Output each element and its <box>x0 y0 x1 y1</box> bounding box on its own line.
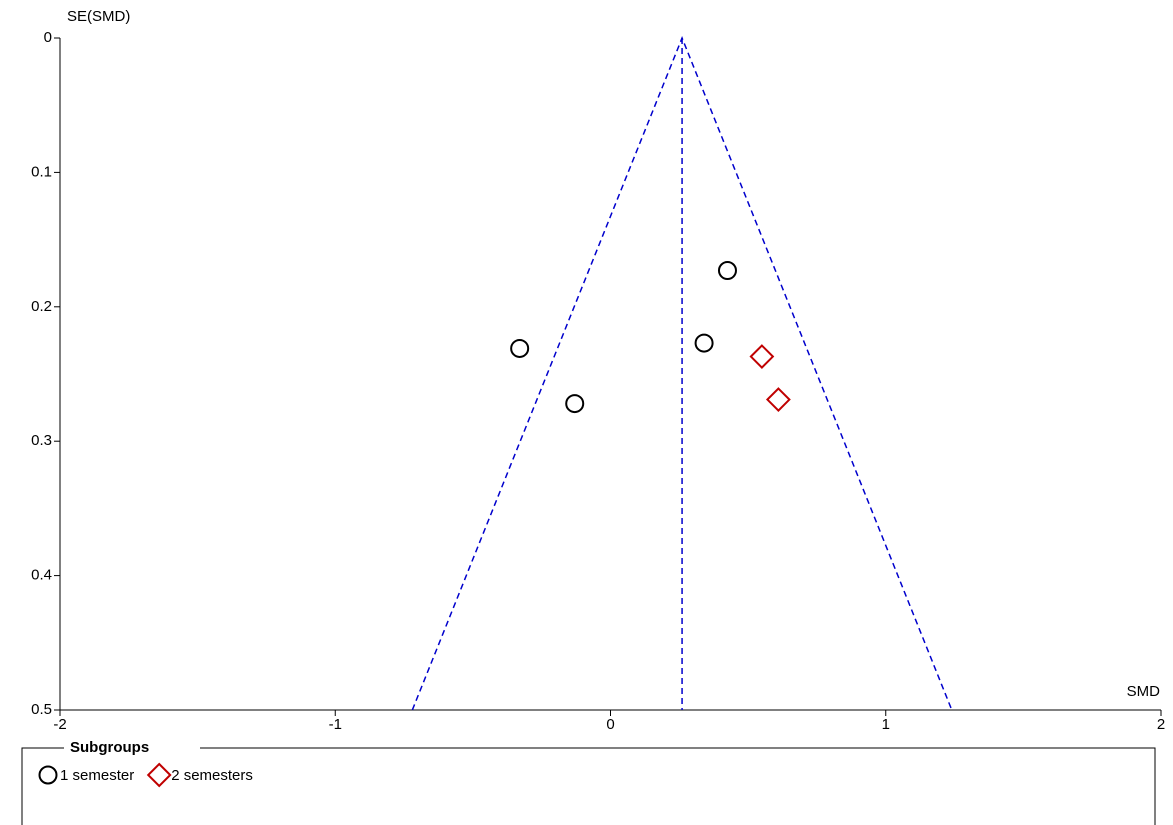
circle-marker <box>694 333 714 353</box>
y-tick-label: 0.5 <box>31 701 52 718</box>
x-tick-label: -2 <box>53 716 66 733</box>
y-tick-label: 0.2 <box>31 298 52 315</box>
x-tick-label: 2 <box>1157 716 1165 733</box>
legend-title-bg <box>64 738 200 758</box>
y-tick-label: 0.1 <box>31 163 52 180</box>
y-tick-label: 0.4 <box>31 567 52 584</box>
legend-label: 1 semester <box>60 767 134 784</box>
y-tick-label: 0 <box>44 29 52 46</box>
x-tick-label: -1 <box>329 716 342 733</box>
circle-marker <box>717 261 737 281</box>
funnel-line <box>411 35 953 711</box>
x-tick-label: 0 <box>606 716 614 733</box>
circle-marker <box>565 394 585 414</box>
legend-label: 2 semesters <box>171 767 253 784</box>
x-tick-label: 1 <box>882 716 890 733</box>
x-axis-label: SMD <box>1127 683 1161 700</box>
y-tick-label: 0.3 <box>31 432 52 449</box>
legend-marker <box>38 765 58 785</box>
circle-marker <box>510 338 530 358</box>
legend-box <box>21 747 1156 825</box>
diamond-marker <box>765 387 791 412</box>
legend-title: Subgroups <box>70 739 149 756</box>
diamond-marker <box>749 344 775 369</box>
y-axis-label: SE(SMD) <box>67 8 130 25</box>
legend-marker <box>146 762 172 788</box>
